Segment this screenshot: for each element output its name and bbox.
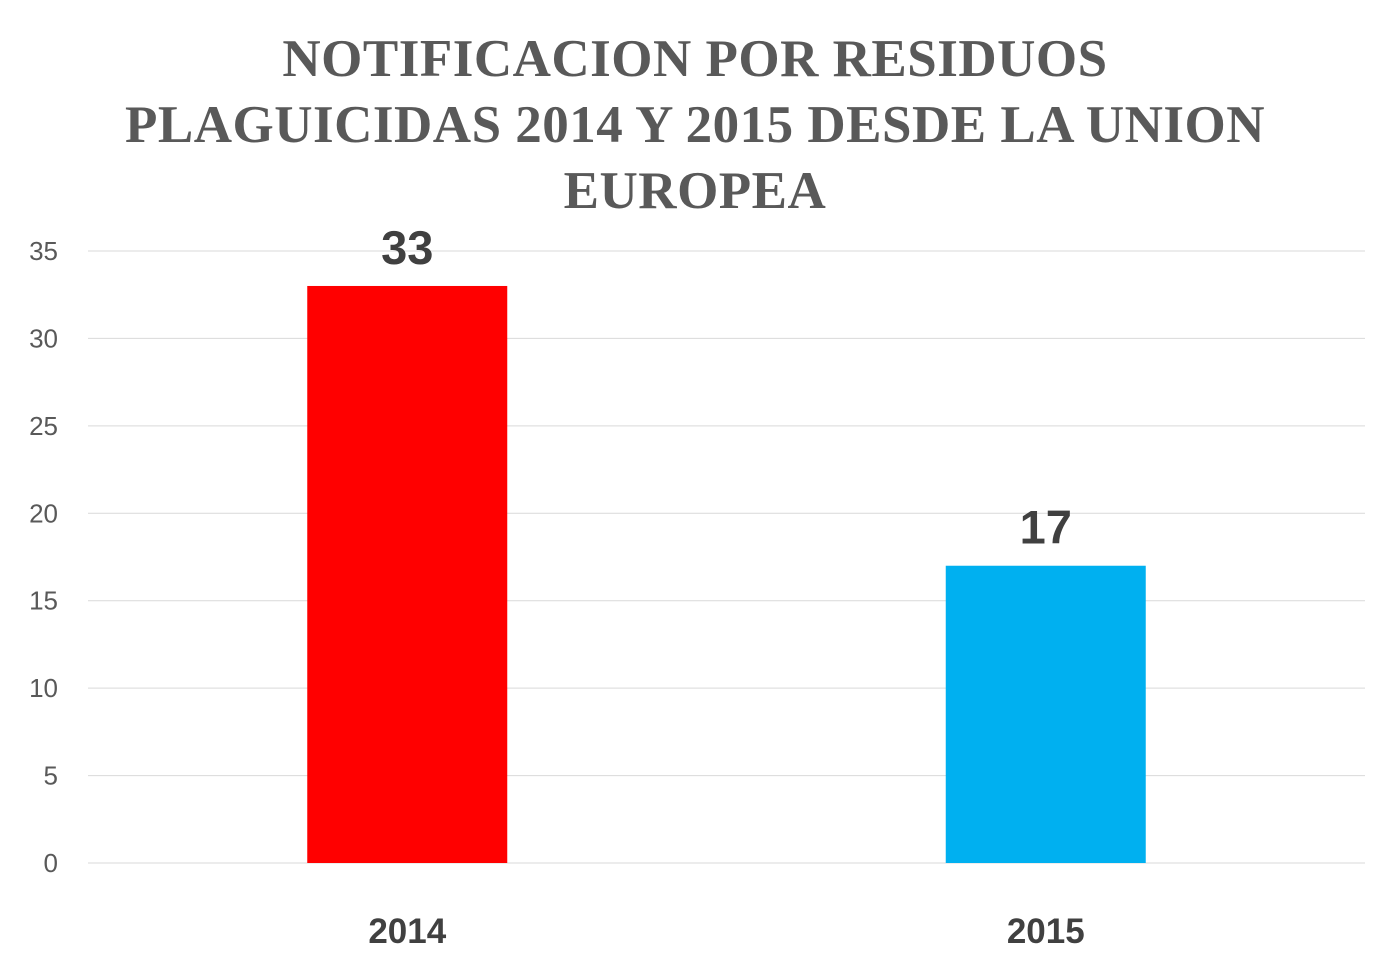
y-tick-label: 35 <box>29 236 58 266</box>
y-tick-label: 5 <box>44 761 58 791</box>
data-label: 17 <box>1020 501 1072 554</box>
bar-2014 <box>307 285 508 863</box>
y-tick-label: 20 <box>29 498 58 528</box>
x-tick-label: 2015 <box>1007 912 1085 951</box>
chart-title: NOTIFICACION POR RESIDUOS PLAGUICIDAS 20… <box>125 30 1265 220</box>
y-tick-label: 25 <box>29 411 58 441</box>
bar-2015 <box>945 565 1146 863</box>
y-tick-label: 30 <box>29 323 58 353</box>
y-tick-label: 15 <box>29 586 58 616</box>
x-tick-label: 2014 <box>368 912 446 951</box>
y-tick-label: 10 <box>29 673 58 703</box>
y-tick-label: 0 <box>44 848 58 878</box>
data-label: 33 <box>381 221 433 274</box>
